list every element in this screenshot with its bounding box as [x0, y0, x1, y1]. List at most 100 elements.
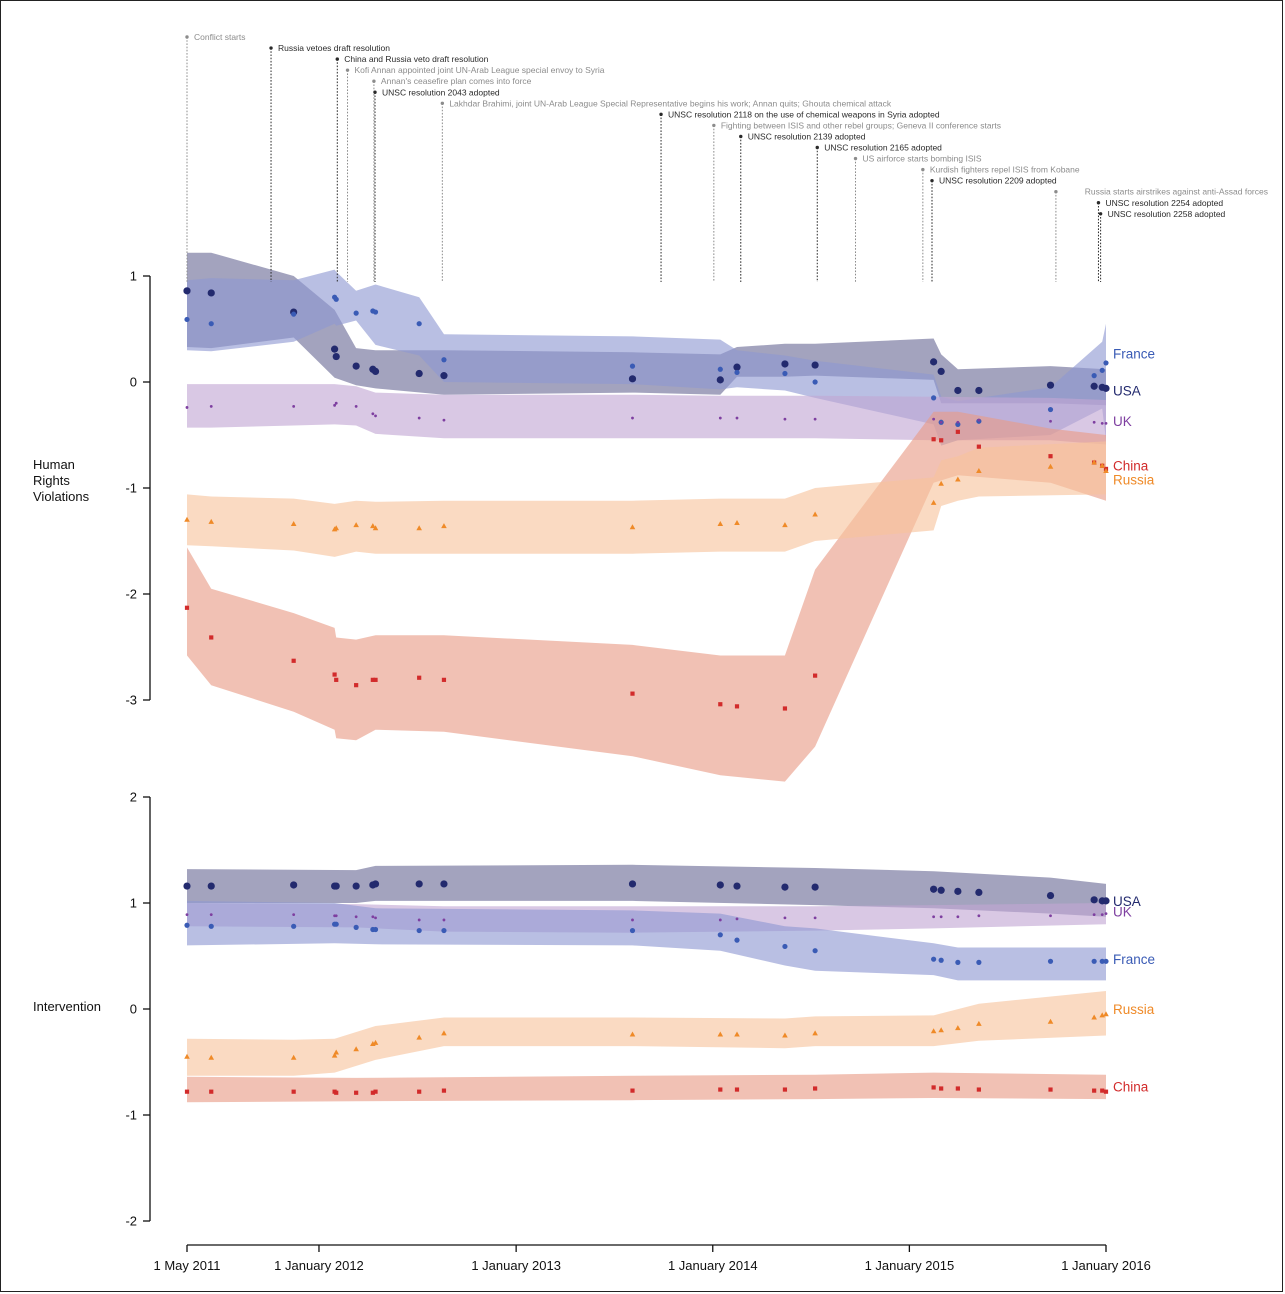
event-marker — [335, 57, 339, 61]
data-point-uk — [442, 418, 446, 422]
data-point-russia — [782, 522, 788, 528]
event-label: UNSC resolution 2118 on the use of chemi… — [668, 109, 940, 119]
data-point-china — [718, 1087, 723, 1092]
data-point-china — [370, 1090, 375, 1095]
data-point-uk — [1104, 421, 1108, 425]
event-marker — [930, 178, 934, 183]
x-tick-label: 1 January 2016 — [1061, 1258, 1151, 1273]
data-point-russia — [333, 525, 340, 531]
data-point-russia — [782, 1032, 788, 1038]
panel-label: Intervention — [33, 999, 101, 1014]
data-point-china — [782, 706, 788, 711]
y-tick-label: 1 — [130, 896, 137, 911]
panel-label: Rights — [33, 473, 70, 488]
data-point-russia — [333, 1049, 340, 1055]
confidence-band-china — [187, 1072, 1106, 1103]
data-point-uk — [813, 417, 817, 421]
data-point-china — [734, 1087, 740, 1092]
data-point-china — [813, 673, 818, 678]
data-point-uk — [1100, 913, 1104, 917]
data-point-russia — [734, 519, 740, 525]
data-point-uk — [1092, 913, 1096, 917]
data-point-russia — [629, 1031, 636, 1037]
series-label-france: France — [1113, 346, 1155, 361]
y-tick-label: 2 — [130, 790, 137, 805]
data-point-france — [291, 311, 297, 317]
data-point-usa — [207, 882, 215, 890]
event-marker — [815, 145, 819, 150]
data-point-france — [208, 321, 214, 327]
event-marker — [345, 68, 350, 72]
data-point-russia — [353, 522, 359, 528]
data-point-uk — [1092, 420, 1096, 424]
data-point-uk — [185, 913, 189, 917]
data-point-uk — [631, 918, 634, 922]
data-point-russia — [930, 499, 937, 505]
data-point-france — [629, 363, 636, 369]
event-label: Annan's ceasefire plan comes into force — [381, 76, 532, 86]
data-point-usa — [781, 883, 789, 891]
data-point-france — [955, 959, 961, 965]
data-point-france — [1047, 958, 1054, 964]
series-label-china: China — [1113, 459, 1149, 474]
data-point-russia — [734, 1031, 740, 1037]
data-point-china — [1048, 1087, 1053, 1092]
data-point-france — [1091, 958, 1097, 964]
event-marker — [712, 123, 716, 128]
data-point-france — [441, 927, 447, 934]
data-point-france — [1047, 406, 1054, 413]
data-point-china — [939, 1086, 944, 1091]
data-point-russia — [812, 511, 818, 517]
data-point-china — [441, 677, 447, 682]
y-tick-label: 0 — [130, 375, 137, 390]
data-point-usa — [937, 367, 945, 375]
data-point-france — [734, 369, 740, 376]
data-point-china — [1092, 1088, 1097, 1093]
data-point-uk — [939, 420, 943, 424]
data-point-russia — [441, 523, 447, 529]
data-point-russia — [938, 480, 944, 486]
data-point-russia — [1047, 463, 1054, 469]
data-point-russia — [353, 1046, 359, 1052]
series-label-russia: Russia — [1113, 473, 1155, 488]
data-point-china — [734, 704, 740, 709]
data-point-france — [931, 956, 937, 962]
data-point-russia — [976, 468, 982, 474]
data-point-usa — [371, 367, 380, 375]
data-point-uk — [374, 916, 377, 920]
data-point-usa — [1102, 897, 1110, 905]
event-marker — [1054, 190, 1058, 194]
data-point-russia — [1103, 468, 1109, 474]
data-point-russia — [372, 1039, 379, 1045]
data-point-russia — [441, 1030, 447, 1036]
data-point-usa — [930, 358, 938, 366]
data-point-china — [209, 635, 214, 640]
data-point-china — [354, 1090, 359, 1095]
data-point-france — [291, 923, 297, 929]
data-point-uk — [1104, 912, 1108, 915]
data-point-uk — [417, 918, 421, 922]
data-point-usa — [440, 880, 448, 888]
data-point-china — [939, 438, 944, 443]
event-label: Russia vetoes draft resolution — [278, 43, 390, 53]
data-point-russia — [208, 1054, 215, 1060]
data-point-usa — [811, 883, 819, 891]
data-point-usa — [716, 881, 724, 889]
data-point-france — [1103, 360, 1109, 366]
x-tick-label: 1 January 2015 — [865, 1258, 955, 1273]
data-point-usa — [1102, 384, 1110, 392]
event-label: UNSC resolution 2139 adopted — [748, 131, 866, 141]
data-point-russia — [290, 1054, 297, 1060]
data-point-france — [416, 321, 422, 327]
data-point-france — [812, 379, 818, 385]
data-point-uk — [977, 418, 981, 422]
y-tick-label: 0 — [130, 1002, 137, 1017]
data-point-france — [1099, 958, 1105, 964]
data-point-china — [417, 675, 422, 680]
data-point-china — [354, 683, 359, 688]
data-point-france — [184, 316, 190, 323]
data-point-uk — [185, 406, 189, 409]
data-point-usa — [781, 360, 789, 368]
data-point-france — [353, 310, 359, 316]
data-point-uk — [354, 404, 358, 408]
